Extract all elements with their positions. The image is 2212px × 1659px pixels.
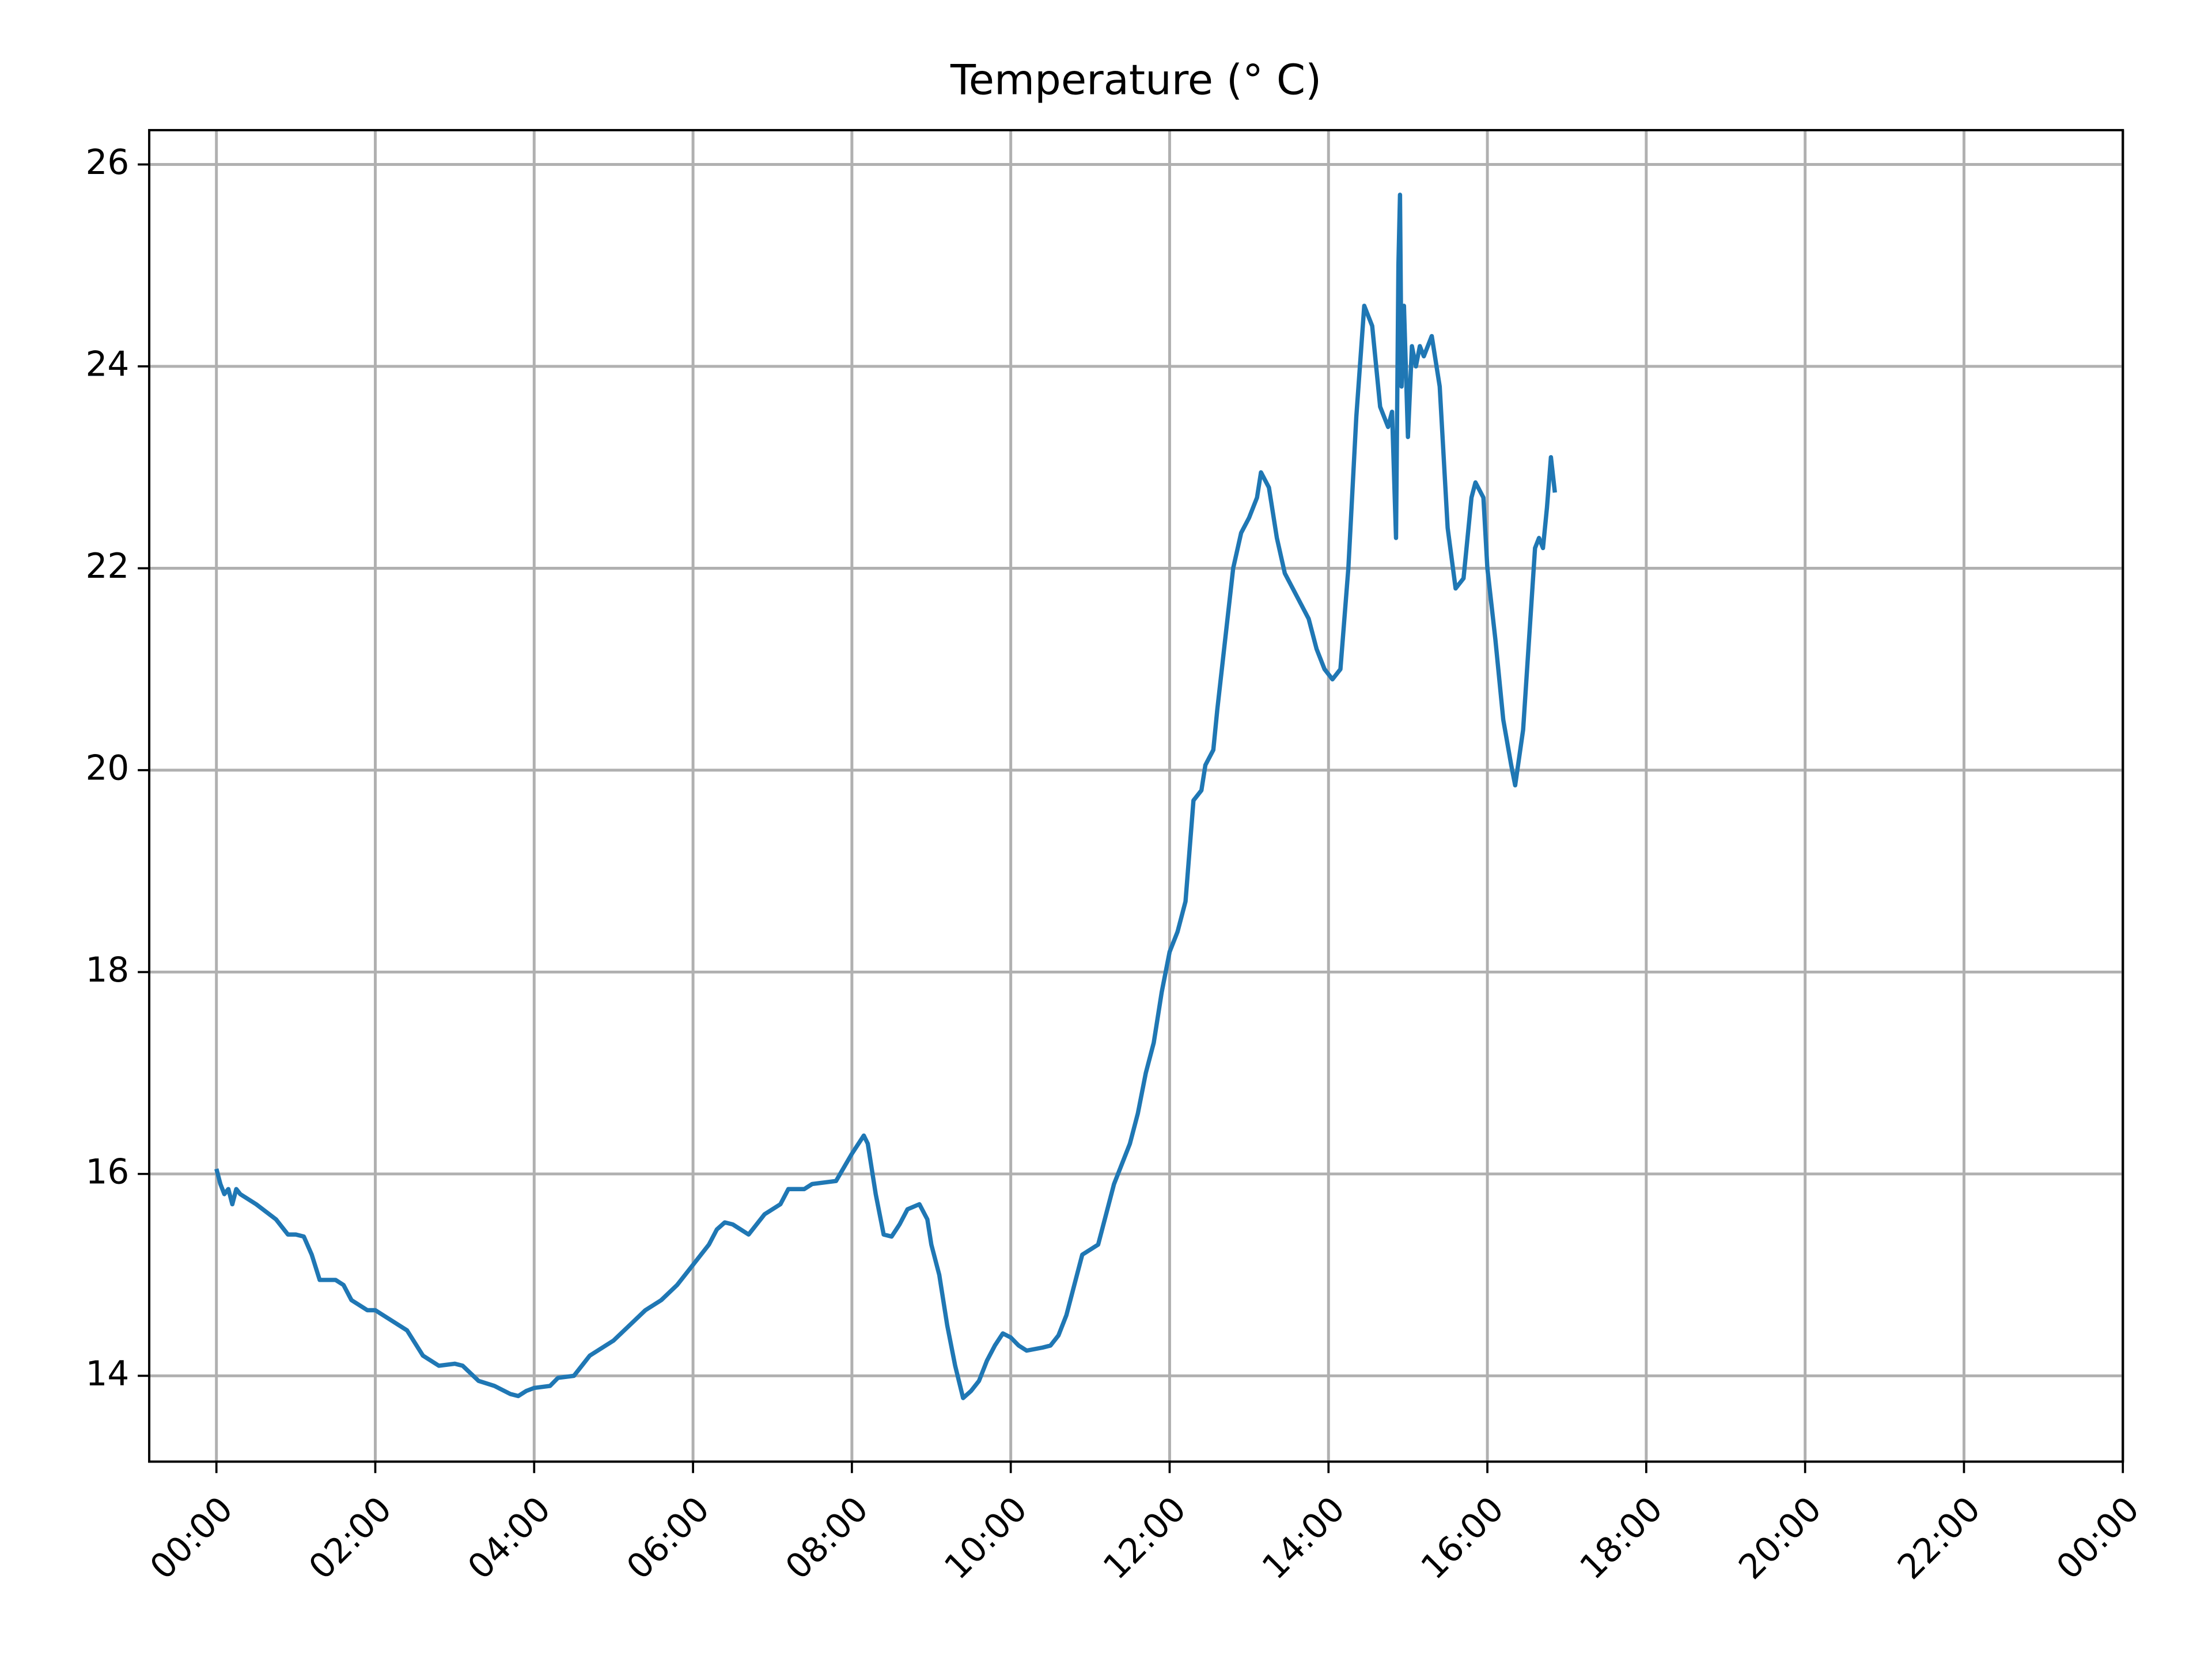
data-line [214,192,1557,1400]
y-tick-label: 24 [85,345,129,385]
chart-title: Temperature (° C) [950,56,1321,104]
y-tick-label: 22 [85,547,129,586]
plot-frame [148,128,2124,1463]
y-tick-label: 20 [85,749,129,789]
y-tick-label: 14 [85,1354,129,1394]
y-tick-label: 26 [85,143,129,183]
y-tick-label: 16 [85,1153,129,1192]
y-tick-label: 18 [85,950,129,990]
